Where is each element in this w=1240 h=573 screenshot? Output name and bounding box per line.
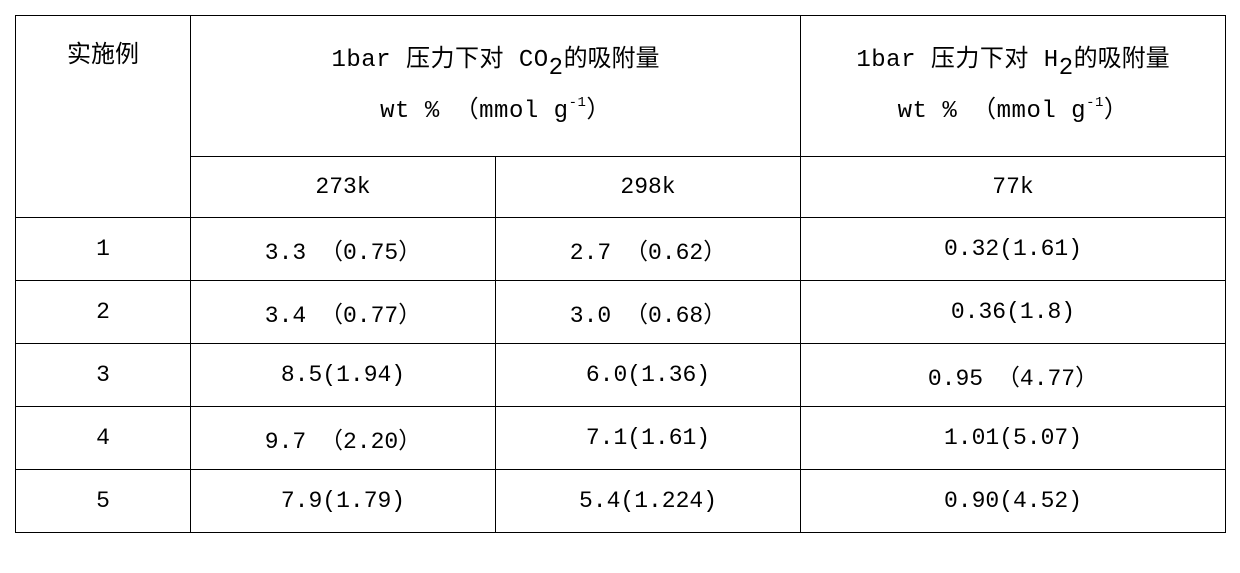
cell-273k: 3.4 （0.77） — [191, 281, 496, 344]
cell-example: 2 — [16, 281, 191, 344]
co2-unit-prefix: wt % （mmol g — [380, 98, 568, 125]
cell-77k: 0.90(4.52) — [801, 470, 1226, 533]
cell-77k: 1.01(5.07) — [801, 407, 1226, 470]
cell-273k-text: 9.7 （2.20） — [265, 429, 421, 455]
cell-298k-text: 5.4(1.224) — [579, 488, 717, 514]
co2-unit-suffix: ） — [586, 98, 611, 125]
cell-77k-text: 0.32(1.61) — [944, 236, 1082, 262]
h2-line1: 1bar 压力下对 H2的吸附量 — [856, 46, 1169, 72]
cell-ex-text: 4 — [96, 425, 110, 451]
cell-273k-text: 3.3 （0.75） — [265, 240, 421, 266]
cell-77k-text: 0.36(1.8) — [951, 299, 1075, 325]
adsorption-table: 实施例 1bar 压力下对 CO2的吸附量 wt % （mmol g-1） 1b… — [15, 15, 1226, 533]
header-h2: 1bar 压力下对 H2的吸附量 wt % （mmol g-1） — [801, 16, 1226, 157]
cell-ex-text: 1 — [96, 236, 110, 262]
cell-ex-text: 2 — [96, 299, 110, 325]
h2-suffix: 的吸附量 — [1074, 46, 1170, 72]
cell-77k: 0.32(1.61) — [801, 218, 1226, 281]
cell-example: 4 — [16, 407, 191, 470]
h2-unit: wt % （mmol g-1） — [898, 98, 1129, 125]
cell-example: 3 — [16, 344, 191, 407]
cell-273k: 7.9(1.79) — [191, 470, 496, 533]
table-row: 4 9.7 （2.20） 7.1(1.61) 1.01(5.07) — [16, 407, 1226, 470]
co2-prefix: 1bar 压力下对 CO — [331, 47, 548, 74]
subheader-298k: 298k — [496, 157, 801, 218]
cell-298k: 3.0 （0.68） — [496, 281, 801, 344]
h2-subscript: 2 — [1059, 55, 1074, 82]
h2-unit-prefix: wt % （mmol g — [898, 98, 1086, 125]
subheader-77k-text: 77k — [992, 174, 1033, 200]
table-row: 5 7.9(1.79) 5.4(1.224) 0.90(4.52) — [16, 470, 1226, 533]
header-example-text: 实施例 — [67, 42, 139, 68]
cell-298k: 6.0(1.36) — [496, 344, 801, 407]
cell-273k-text: 8.5(1.94) — [281, 362, 405, 388]
cell-example: 5 — [16, 470, 191, 533]
co2-unit: wt % （mmol g-1） — [380, 98, 611, 125]
cell-273k-text: 3.4 （0.77） — [265, 303, 421, 329]
header-co2: 1bar 压力下对 CO2的吸附量 wt % （mmol g-1） — [191, 16, 801, 157]
co2-suffix: 的吸附量 — [564, 46, 660, 72]
cell-273k-text: 7.9(1.79) — [281, 488, 405, 514]
cell-298k-text: 6.0(1.36) — [586, 362, 710, 388]
table-row: 2 3.4 （0.77） 3.0 （0.68） 0.36(1.8) — [16, 281, 1226, 344]
co2-line1: 1bar 压力下对 CO2的吸附量 — [331, 46, 659, 72]
subheader-298k-text: 298k — [620, 174, 675, 200]
cell-273k: 8.5(1.94) — [191, 344, 496, 407]
cell-77k: 0.36(1.8) — [801, 281, 1226, 344]
subheader-77k: 77k — [801, 157, 1226, 218]
table-row: 3 8.5(1.94) 6.0(1.36) 0.95 （4.77） — [16, 344, 1226, 407]
h2-prefix: 1bar 压力下对 H — [856, 47, 1058, 74]
cell-ex-text: 5 — [96, 488, 110, 514]
cell-273k: 9.7 （2.20） — [191, 407, 496, 470]
cell-298k-text: 3.0 （0.68） — [570, 303, 726, 329]
cell-273k: 3.3 （0.75） — [191, 218, 496, 281]
cell-ex-text: 3 — [96, 362, 110, 388]
table-row: 1 3.3 （0.75） 2.7 （0.62） 0.32(1.61) — [16, 218, 1226, 281]
cell-77k-text: 1.01(5.07) — [944, 425, 1082, 451]
cell-298k: 5.4(1.224) — [496, 470, 801, 533]
cell-example: 1 — [16, 218, 191, 281]
co2-unit-sup: -1 — [569, 95, 587, 111]
subheader-273k: 273k — [191, 157, 496, 218]
header-row-1: 实施例 1bar 压力下对 CO2的吸附量 wt % （mmol g-1） 1b… — [16, 16, 1226, 157]
subheader-273k-text: 273k — [315, 174, 370, 200]
cell-298k-text: 2.7 （0.62） — [570, 240, 726, 266]
cell-77k: 0.95 （4.77） — [801, 344, 1226, 407]
cell-298k-text: 7.1(1.61) — [586, 425, 710, 451]
cell-298k: 7.1(1.61) — [496, 407, 801, 470]
header-example: 实施例 — [16, 16, 191, 218]
co2-subscript: 2 — [549, 55, 564, 82]
cell-77k-text: 0.95 （4.77） — [928, 366, 1098, 392]
header-row-2: 273k 298k 77k — [16, 157, 1226, 218]
h2-unit-suffix: ） — [1104, 98, 1129, 125]
h2-unit-sup: -1 — [1086, 95, 1104, 111]
cell-77k-text: 0.90(4.52) — [944, 488, 1082, 514]
cell-298k: 2.7 （0.62） — [496, 218, 801, 281]
